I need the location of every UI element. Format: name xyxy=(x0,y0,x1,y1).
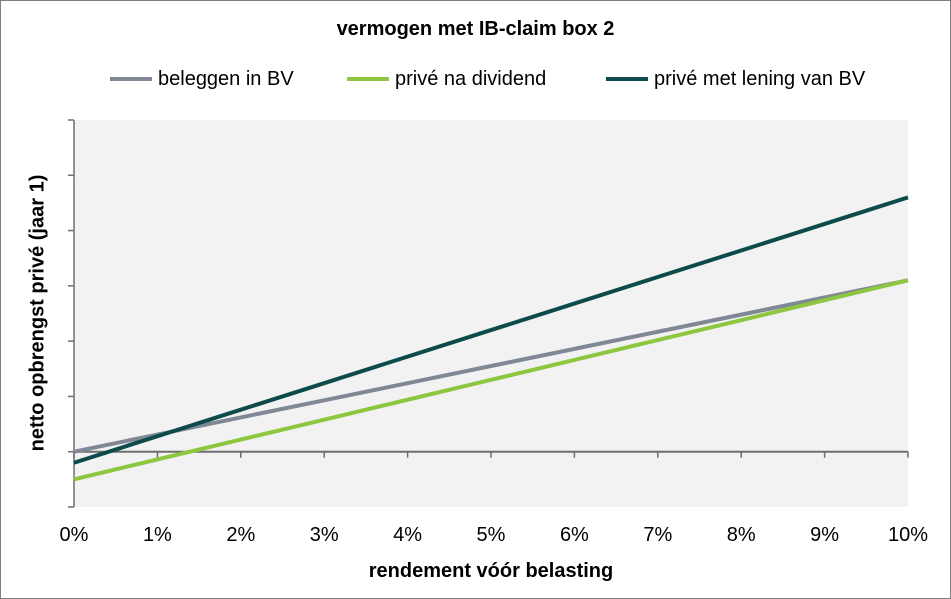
series-line-0 xyxy=(73,278,909,454)
x-axis-label: rendement vóór belasting xyxy=(368,560,614,582)
legend-label: privé met lening van BV xyxy=(654,67,866,90)
series-line-2 xyxy=(73,195,909,465)
legend-item-prive-na-dividend: privé na dividend xyxy=(347,66,546,92)
legend-item-beleggen-in-bv: beleggen in BV xyxy=(110,66,294,92)
chart-title: vermogen met IB-claim box 2 xyxy=(336,18,615,40)
legend-item-prive-met-lening: privé met lening van BV xyxy=(606,66,865,92)
x-tick-label: 1% xyxy=(143,524,172,546)
x-tick-label: 3% xyxy=(310,524,339,546)
x-tick-label: 2% xyxy=(226,524,255,546)
legend-swatch xyxy=(347,77,389,81)
x-tick-label: 0% xyxy=(60,524,89,546)
legend-label: beleggen in BV xyxy=(158,67,294,90)
x-tick-label: 9% xyxy=(810,524,839,546)
x-tick-label: 10% xyxy=(888,524,928,546)
chart-legend: beleggen in BV privé na dividend privé m… xyxy=(0,66,951,92)
x-tick-label: 8% xyxy=(727,524,756,546)
x-tick-label: 4% xyxy=(393,524,422,546)
x-tick-label: 6% xyxy=(560,524,589,546)
x-tick-label: 7% xyxy=(643,524,672,546)
legend-swatch xyxy=(110,77,152,81)
series-line-1 xyxy=(73,278,909,482)
legend-label: privé na dividend xyxy=(395,67,547,90)
x-tick-label: 5% xyxy=(477,524,506,546)
legend-swatch xyxy=(606,77,648,81)
